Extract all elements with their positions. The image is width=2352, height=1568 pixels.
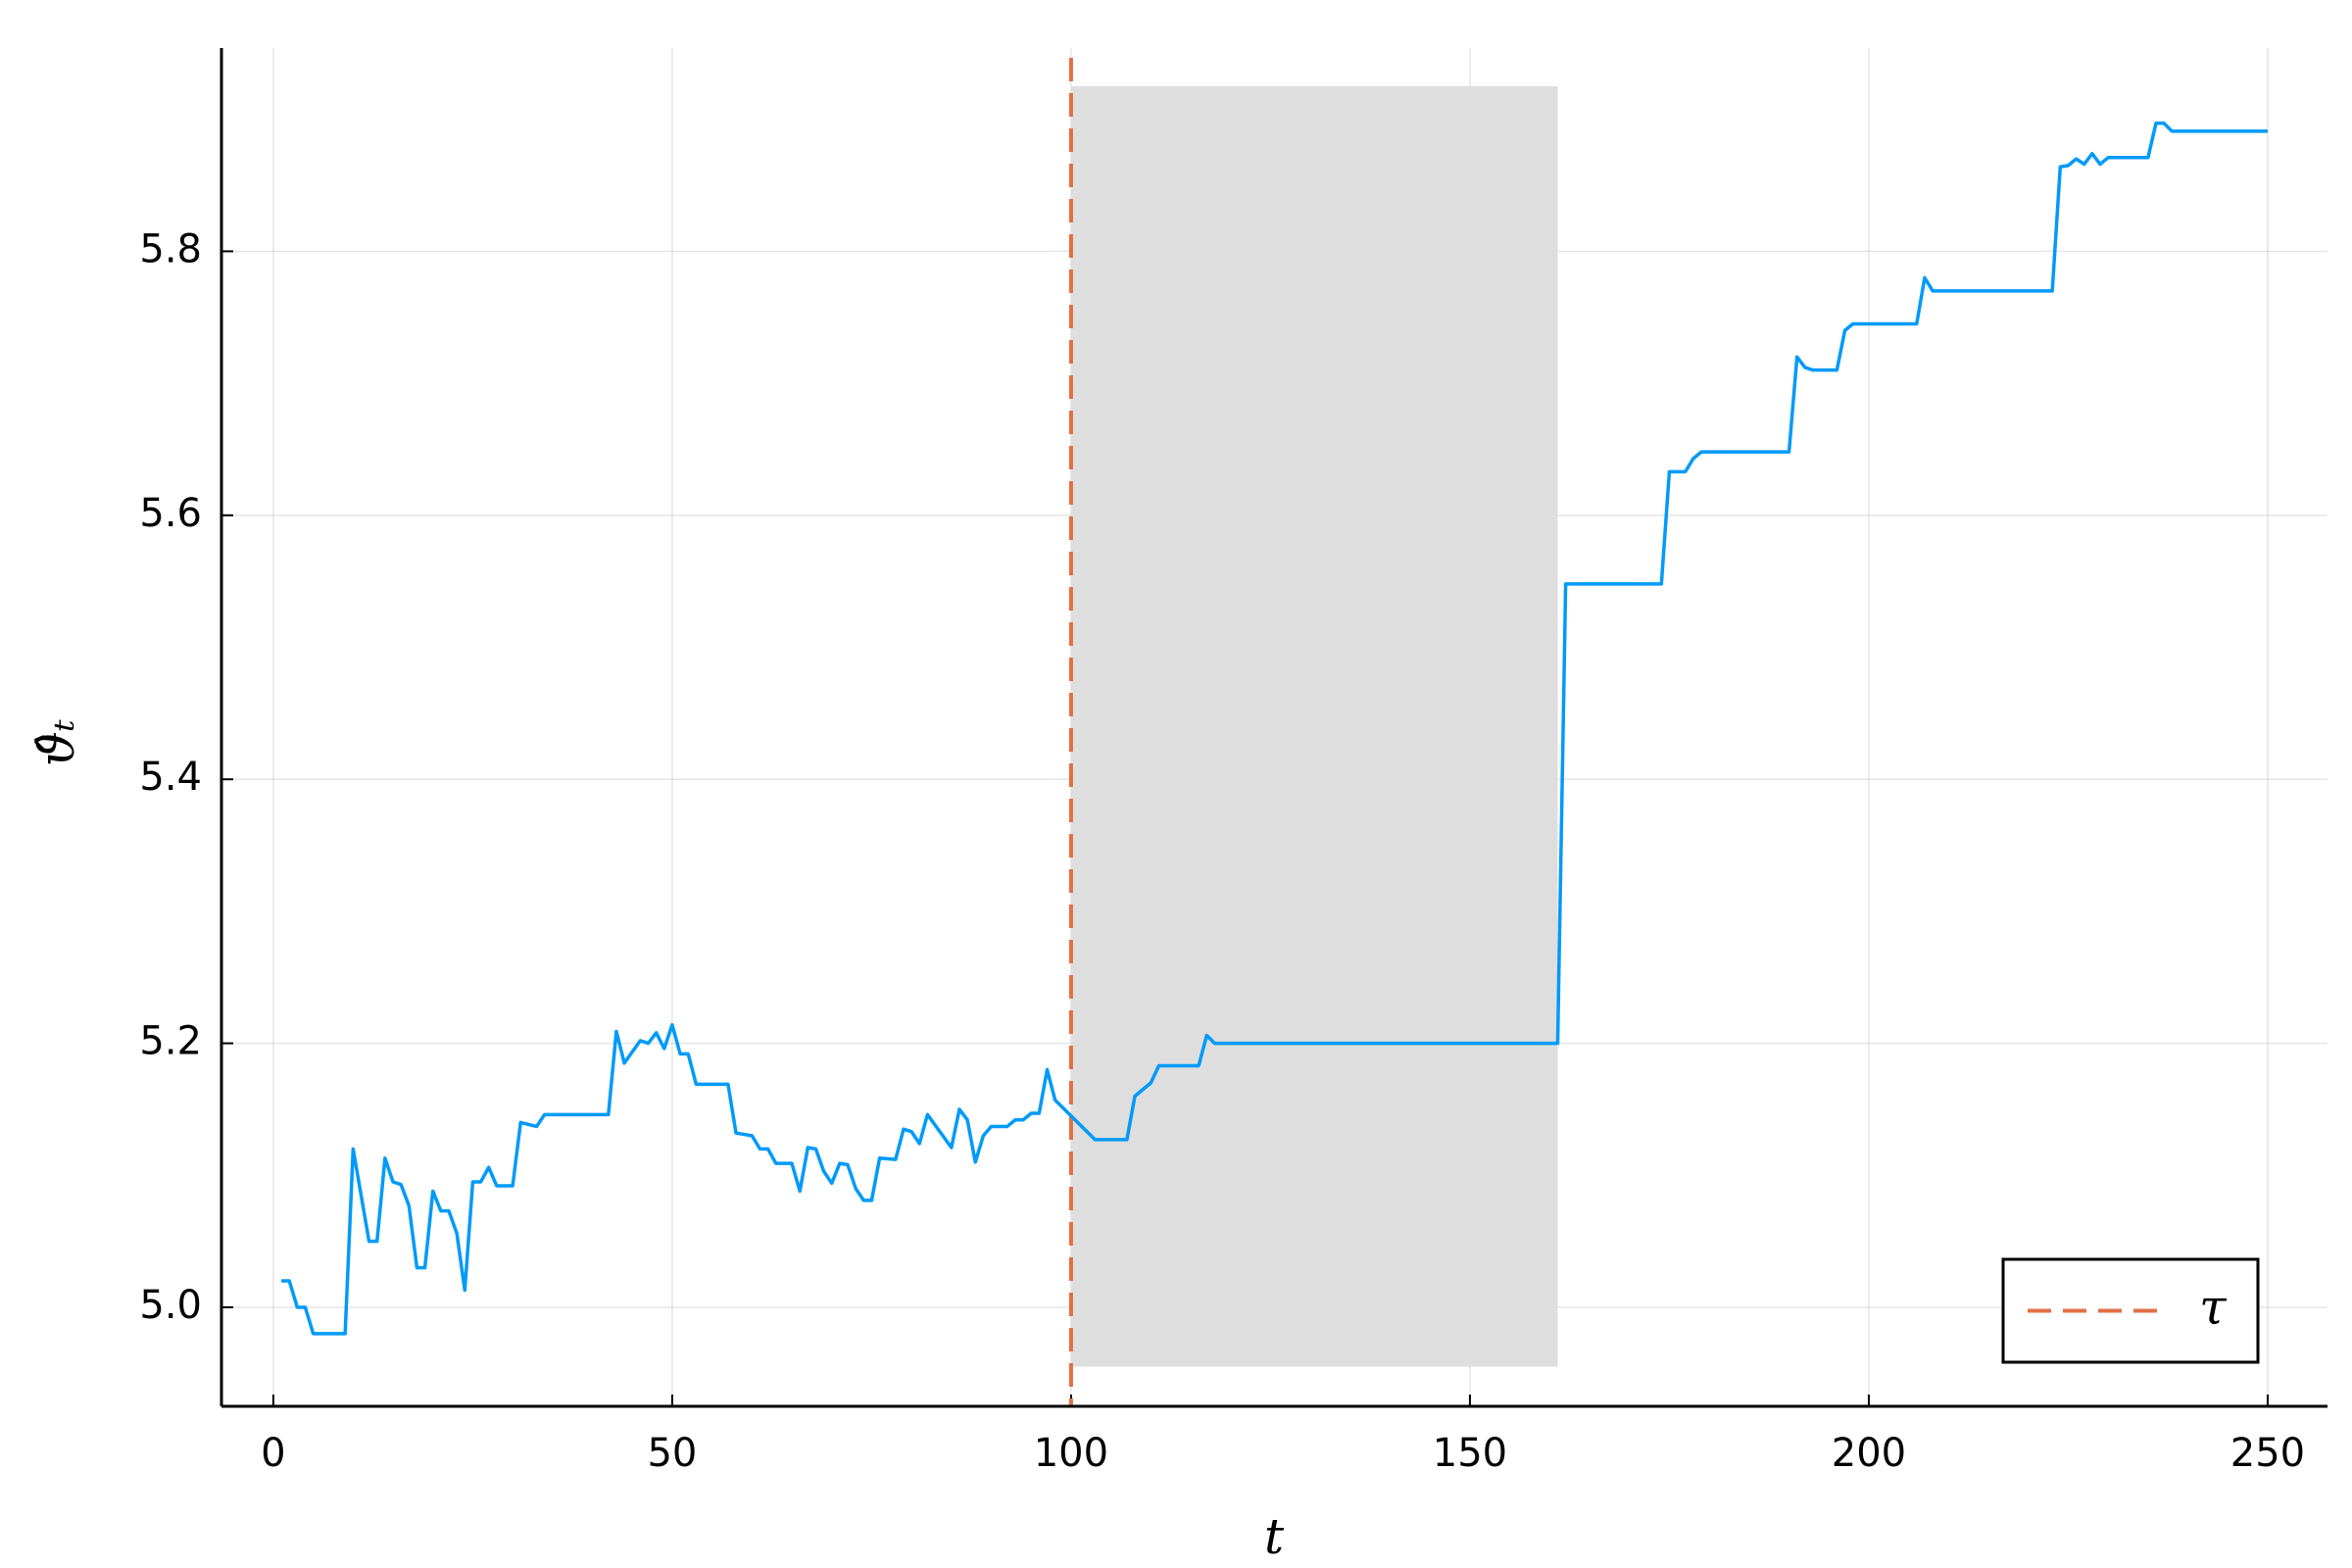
y-tick-label: 5.8 [139, 226, 202, 271]
y-tick-label: 5.4 [139, 755, 202, 800]
legend-label: τ [2199, 1279, 2228, 1336]
x-tick-label: 100 [1034, 1431, 1108, 1476]
x-tick-label: 50 [647, 1431, 697, 1476]
shaded-region [1070, 86, 1558, 1367]
data-line [281, 122, 2268, 1336]
y-tick-label: 5.0 [139, 1283, 202, 1328]
y-tick-label: 5.6 [139, 491, 202, 536]
x-tick-label: 150 [1433, 1431, 1507, 1476]
x-axis-label: t [1264, 1508, 1285, 1565]
x-tick-label: 0 [261, 1431, 285, 1476]
y-tick-label: 5.2 [139, 1019, 202, 1064]
legend: τ [2001, 1257, 2260, 1364]
x-tick-label: 200 [1832, 1431, 1906, 1476]
x-tick-label: 250 [2230, 1431, 2305, 1476]
y-axis-label: ϑ̂ₜ [28, 719, 85, 766]
